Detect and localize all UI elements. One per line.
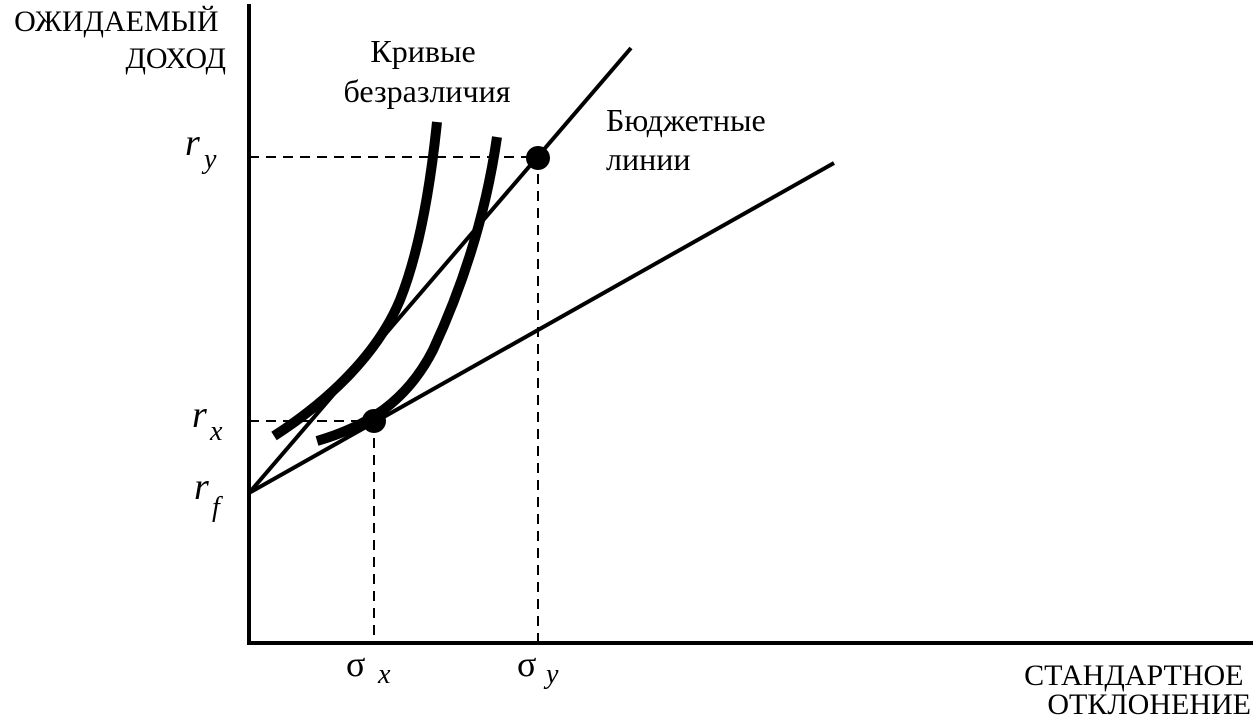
y-axis-title-line-1: ОЖИДАЕМЫЙ — [14, 5, 218, 38]
indifference-curve-lower — [315, 136, 502, 446]
point-x — [362, 409, 386, 433]
tick-sx: σ x — [346, 644, 391, 690]
tick-sy-main: σ — [517, 644, 536, 684]
indifference-label-line-1: Кривые — [370, 33, 475, 69]
y-axis-title: ОЖИДАЕМЫЙ ДОХОД — [14, 5, 226, 75]
tick-sx-main: σ — [346, 644, 365, 684]
budget-label: Бюджетные линии — [606, 102, 774, 177]
tick-sx-sub: x — [377, 659, 391, 690]
tick-rf-sub: f — [212, 492, 223, 523]
tick-sy-sub: y — [543, 659, 559, 690]
tick-rf-main: r — [194, 466, 209, 508]
x-axis-title: СТАНДАРТНОЕ ОТКЛОНЕНИЕ — [1024, 659, 1251, 716]
budget-label-line-2: линии — [606, 141, 690, 177]
y-axis-title-line-2: ДОХОД — [125, 42, 226, 75]
indifference-label-line-2: безразличия — [344, 73, 511, 109]
indifference-curve-upper — [271, 121, 442, 441]
tick-rx: r x — [192, 394, 223, 447]
tick-ry-sub: y — [201, 144, 217, 175]
tick-sy: σ y — [517, 644, 559, 690]
budget-label-line-1: Бюджетные — [606, 102, 766, 138]
indifference-label: Кривые безразличия — [344, 33, 511, 109]
budget-line-shallow — [248, 161, 835, 495]
tick-rf: r f — [194, 466, 223, 523]
budget-line-steep — [247, 46, 633, 495]
tick-ry-main: r — [185, 122, 200, 164]
point-y — [526, 146, 550, 170]
tick-ry: r y — [185, 122, 217, 175]
x-axis-title-line-2: ОТКЛОНЕНИЕ — [1047, 688, 1251, 716]
tick-rx-main: r — [192, 394, 207, 436]
x-axis-title-line-1: СТАНДАРТНОЕ — [1024, 659, 1243, 692]
tick-rx-sub: x — [209, 416, 223, 447]
